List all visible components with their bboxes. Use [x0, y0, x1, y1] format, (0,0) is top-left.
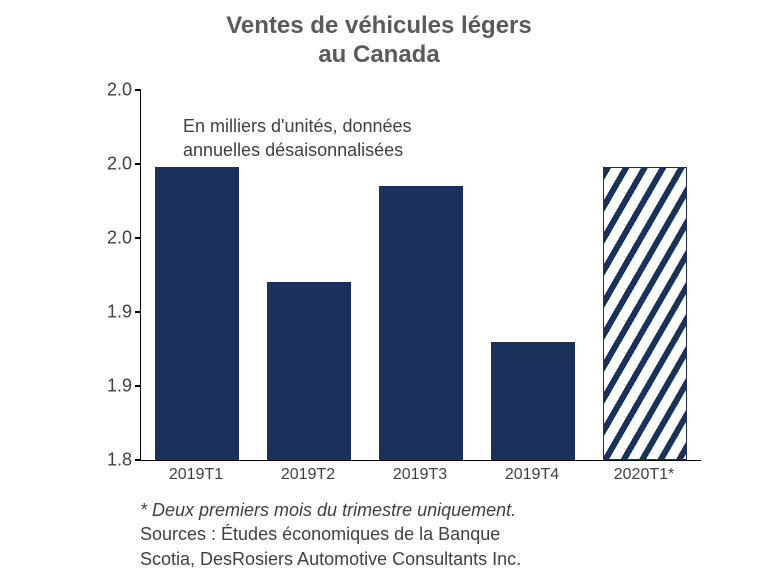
bar-solid — [155, 167, 239, 460]
y-axis-labels: 1.81.91.92.02.02.0 — [0, 90, 132, 460]
chart-footnote: * Deux premiers mois du trimestre unique… — [140, 498, 700, 571]
chart-container: Ventes de véhicules légers au Canada 1.8… — [0, 0, 758, 585]
y-tick-label: 1.8 — [107, 450, 132, 471]
y-tick — [135, 163, 141, 165]
bar-solid — [491, 342, 575, 460]
y-tick-label: 2.0 — [107, 80, 132, 101]
source-line1: Sources : Études économiques de la Banqu… — [140, 524, 500, 544]
x-tick-label: 2019T1 — [169, 466, 223, 484]
y-tick-label: 2.0 — [107, 228, 132, 249]
y-tick-label: 2.0 — [107, 154, 132, 175]
y-tick — [135, 385, 141, 387]
plot-area: En milliers d'unités, données annuelles … — [140, 90, 701, 461]
bar-solid — [267, 282, 351, 460]
x-tick-label: 2019T3 — [393, 466, 447, 484]
source-line2: Scotia, DesRosiers Automotive Consultant… — [140, 549, 521, 569]
y-tick — [135, 459, 141, 461]
x-axis-labels: 2019T1 2019T2 2019T3 2019T4 2020T1* — [140, 466, 700, 490]
y-tick — [135, 89, 141, 91]
chart-title: Ventes de véhicules légers au Canada — [0, 12, 758, 70]
y-tick — [135, 311, 141, 313]
chart-title-line1: Ventes de véhicules légers — [226, 12, 532, 39]
x-tick-label: 2020T1* — [614, 466, 675, 484]
y-tick-label: 1.9 — [107, 302, 132, 323]
bar-hatched — [603, 167, 687, 460]
x-tick-label: 2019T2 — [281, 466, 335, 484]
bar-solid — [379, 186, 463, 460]
y-tick-label: 1.9 — [107, 376, 132, 397]
chart-title-line2: au Canada — [318, 41, 439, 68]
y-tick — [135, 237, 141, 239]
bars-group — [141, 90, 701, 460]
x-tick-label: 2019T4 — [505, 466, 559, 484]
footnote-star: * Deux premiers mois du trimestre unique… — [140, 500, 516, 520]
